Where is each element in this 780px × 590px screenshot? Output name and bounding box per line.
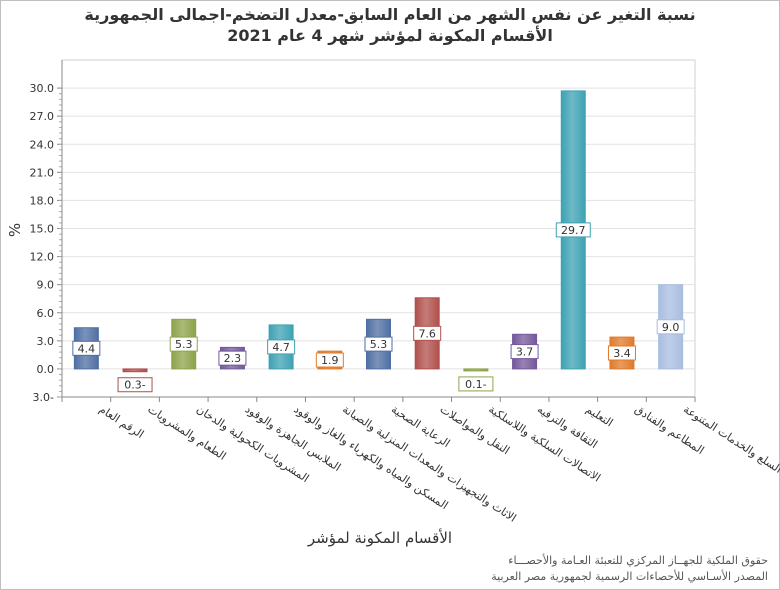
footer: حقوق الملكية للجهــاز المركزي للتعبئة ال… xyxy=(491,553,768,585)
chart-title-line-1: نسبة التغير عن نفس الشهر من العام السابق… xyxy=(84,5,696,24)
data-labels: 4.4 0.3- 5.3 2.3 4.7 1.9 5.3 7.6 0.1- 3.7 29.7 3.4 9… xyxy=(72,222,685,393)
x-tick-label: التعليم xyxy=(584,403,616,430)
chart-title: نسبة التغير عن نفس الشهر من العام السابق… xyxy=(0,4,780,46)
x-tick-label: الرقم العام xyxy=(97,403,146,441)
data-label: 1.9 xyxy=(321,354,339,367)
x-tick-label: الاثاث والتجهيزات والمعدات المنزلية والص… xyxy=(340,403,518,525)
y-tick-label: 27.0 xyxy=(30,110,55,123)
data-label-box xyxy=(555,222,591,238)
footer-source: المصدر الأسـاسي للأحصاءات الرسمية لجمهور… xyxy=(491,570,768,583)
data-label: 5.3 xyxy=(175,338,193,351)
x-axis-label: الأقسام المكونة لمؤشر xyxy=(307,528,452,547)
y-axis-label: % xyxy=(6,223,24,237)
data-label: 0.1- xyxy=(465,378,486,391)
data-label: 0.3- xyxy=(124,379,145,392)
y-tick-label: 3.0- xyxy=(33,391,54,404)
y-tick-label: 9.0 xyxy=(37,279,55,292)
data-label: 9.0 xyxy=(662,321,680,334)
data-label-box xyxy=(510,344,539,360)
y-tick-label: 12.0 xyxy=(30,251,55,264)
data-label-box xyxy=(169,336,198,352)
data-label: 2.3 xyxy=(224,352,242,365)
data-label: 5.3 xyxy=(370,338,388,351)
data-label-box xyxy=(315,352,344,368)
y-tick-label: 30.0 xyxy=(30,82,55,95)
y-tick-label: 24.0 xyxy=(30,138,55,151)
bars xyxy=(73,90,684,373)
grid-lines xyxy=(61,59,696,398)
data-label-box xyxy=(72,340,101,356)
data-label-box xyxy=(656,319,685,335)
data-label: 7.6 xyxy=(418,327,436,340)
data-label-box xyxy=(364,336,393,352)
y-tick-label: 3.0 xyxy=(37,335,55,348)
y-tick-label: 18.0 xyxy=(30,194,55,207)
chart-title-line-2: الأقسام المكونة لمؤشر شهر 4 عام 2021 xyxy=(227,26,553,45)
data-label-box xyxy=(267,339,296,355)
data-label: 3.4 xyxy=(613,347,631,360)
bar xyxy=(463,368,489,372)
data-label-box xyxy=(607,345,636,361)
data-label: 29.7 xyxy=(561,224,586,237)
data-label: 4.4 xyxy=(78,342,96,355)
data-label-box xyxy=(117,377,153,393)
y-tick-label: 15.0 xyxy=(30,223,55,236)
y-tick-label: 0.0 xyxy=(37,363,55,376)
y-tick-label: 21.0 xyxy=(30,166,55,179)
data-label-box xyxy=(218,350,247,366)
data-label: 3.7 xyxy=(516,346,534,359)
footer-copyright: حقوق الملكية للجهــاز المركزي للتعبئة ال… xyxy=(508,554,768,567)
data-label: 4.7 xyxy=(272,341,290,354)
data-label-box xyxy=(458,376,494,392)
data-label-box xyxy=(413,325,442,341)
axes: 30.0 27.0 24.0 21.0 18.0 15.0 12.0 9.0 6.0 3.0 0.0… xyxy=(30,60,696,404)
bar xyxy=(122,368,148,373)
y-tick-label: 6.0 xyxy=(37,307,55,320)
